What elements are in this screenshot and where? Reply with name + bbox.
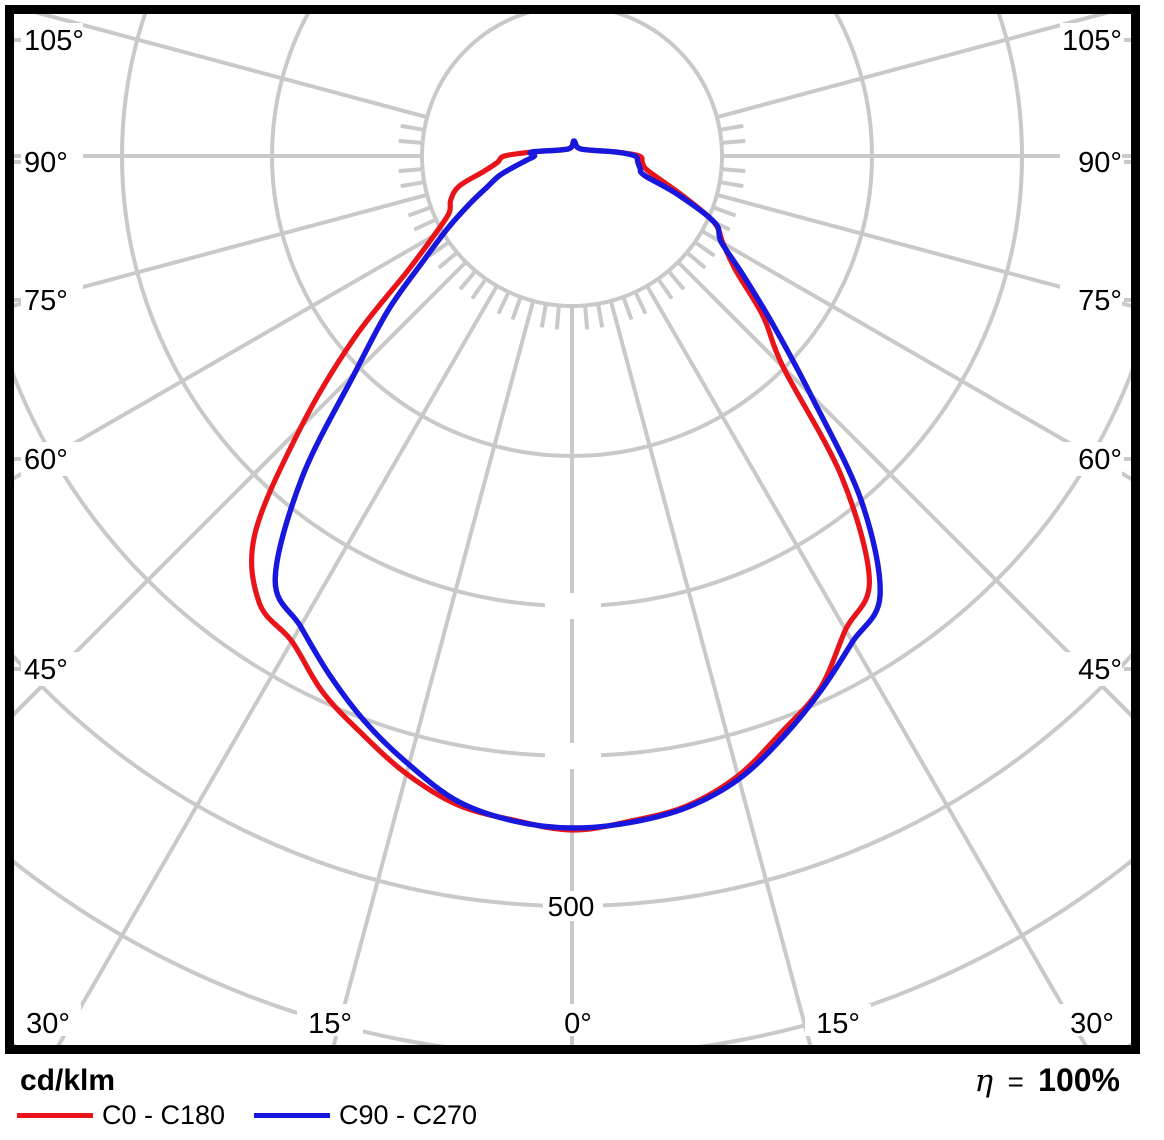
angle-label-box bbox=[21, 145, 83, 179]
angle-label-bottom-0: 0° bbox=[564, 1008, 592, 1040]
grid-minor-tick bbox=[428, 240, 451, 258]
legend-entry-c0-c180: C0 - C180 bbox=[17, 1100, 225, 1130]
angle-label-box bbox=[1060, 652, 1122, 686]
grid-minor-tick bbox=[407, 205, 432, 218]
angle-label-left-45: 45° bbox=[24, 654, 68, 686]
legend-swatch-blue-line bbox=[254, 1112, 330, 1118]
grid-minor-tick bbox=[496, 291, 511, 315]
grid-minor-tick bbox=[398, 167, 423, 174]
legend-entry-c90-c270: C90 - C270 bbox=[254, 1100, 477, 1130]
grid-spoke-105 bbox=[716, 14, 1110, 120]
grid-minor-tick bbox=[539, 303, 548, 328]
grid-spoke--75 bbox=[14, 192, 428, 308]
angle-label-right-90: 90° bbox=[1078, 147, 1122, 179]
grid-spoke--60 bbox=[14, 229, 444, 481]
angle-label-box bbox=[21, 283, 83, 317]
grid-minor-tick bbox=[554, 305, 561, 330]
grid-minor-tick bbox=[656, 277, 674, 300]
grid-spoke-30 bbox=[645, 284, 1088, 1045]
grid-minor-tick bbox=[470, 277, 488, 300]
equals-sign: = bbox=[1007, 1066, 1024, 1097]
grid-spoke-60 bbox=[700, 229, 1131, 482]
angle-label-box bbox=[1060, 442, 1122, 476]
grid-minor-tick bbox=[721, 167, 746, 174]
grid-minor-tick bbox=[721, 138, 746, 145]
ring-label-mask-400 bbox=[545, 743, 601, 769]
angle-label-left-90: 90° bbox=[24, 147, 68, 179]
legend-label: C0 - C180 bbox=[102, 1100, 226, 1130]
legend-label: C90 - C270 bbox=[339, 1100, 478, 1130]
grid-minor-tick bbox=[685, 250, 707, 270]
grid-minor-tick bbox=[719, 180, 744, 189]
legend: C0 - C180 C90 - C270 bbox=[0, 1100, 1164, 1134]
grid-minor-tick bbox=[693, 240, 716, 258]
angle-label-left-60: 60° bbox=[24, 444, 68, 476]
angle-label-box bbox=[1060, 23, 1122, 57]
ring-label-mask-300 bbox=[545, 593, 601, 619]
efficiency-label: η = 100% bbox=[975, 1062, 1120, 1099]
grid-minor-tick bbox=[596, 303, 605, 328]
grid-minor-tick bbox=[398, 138, 423, 145]
angle-label-right-45: 45° bbox=[1078, 654, 1122, 686]
angle-label-box bbox=[297, 1004, 363, 1036]
plot-border bbox=[5, 5, 1140, 1054]
curve-c0-c180 bbox=[248, 140, 873, 833]
grid-spoke-75 bbox=[716, 192, 1131, 308]
grid-minor-tick bbox=[633, 291, 648, 315]
angle-label-right-60: 60° bbox=[1078, 444, 1122, 476]
grid-minor-tick bbox=[583, 305, 590, 330]
grid-minor-tick bbox=[510, 296, 523, 321]
grid-spoke--105 bbox=[34, 14, 428, 120]
grid-spoke-15 bbox=[608, 300, 813, 1045]
angle-label-box bbox=[21, 442, 83, 476]
angle-label-left-105: 105° bbox=[24, 25, 84, 57]
grid-minor-tick bbox=[719, 123, 744, 132]
angle-label-box bbox=[21, 652, 83, 686]
angle-label-bottom--30: 30° bbox=[26, 1008, 70, 1040]
grid-minor-tick bbox=[458, 269, 478, 291]
angle-label-box bbox=[1060, 283, 1122, 317]
unit-label: cd/klm bbox=[20, 1064, 116, 1097]
angle-label-right-105: 105° bbox=[1062, 25, 1122, 57]
legend-swatch-red-line bbox=[17, 1112, 93, 1118]
grid-minor-tick bbox=[666, 269, 686, 291]
angle-label-bottom-15: 15° bbox=[816, 1008, 860, 1040]
grid-minor-tick bbox=[413, 217, 437, 232]
angle-label-box bbox=[805, 1004, 871, 1036]
angle-label-box bbox=[15, 1004, 81, 1036]
efficiency-value: 100% bbox=[1038, 1062, 1120, 1098]
ring-label-box bbox=[543, 891, 603, 921]
curve-c90-c270 bbox=[272, 138, 883, 831]
grid-minor-tick bbox=[437, 250, 459, 270]
angle-label-box bbox=[1060, 145, 1122, 179]
ring-value-label: 500 bbox=[548, 891, 595, 922]
grid-spoke--15 bbox=[331, 300, 536, 1045]
angle-label-bottom-30: 30° bbox=[1070, 1008, 1114, 1040]
angle-label-right-75: 75° bbox=[1078, 285, 1122, 317]
angle-label-box bbox=[1059, 1004, 1125, 1036]
grid-minor-tick bbox=[400, 180, 425, 189]
grid-spoke--30 bbox=[56, 284, 499, 1045]
grid-minor-tick bbox=[712, 205, 737, 218]
angle-label-left-75: 75° bbox=[24, 285, 68, 317]
angle-label-box bbox=[21, 23, 83, 57]
eta-symbol: η bbox=[974, 1063, 994, 1099]
grid-minor-tick bbox=[621, 296, 634, 321]
angle-label-bottom--15: 15° bbox=[308, 1008, 352, 1040]
angle-label-box bbox=[545, 1004, 611, 1036]
grid-minor-tick bbox=[400, 123, 425, 132]
